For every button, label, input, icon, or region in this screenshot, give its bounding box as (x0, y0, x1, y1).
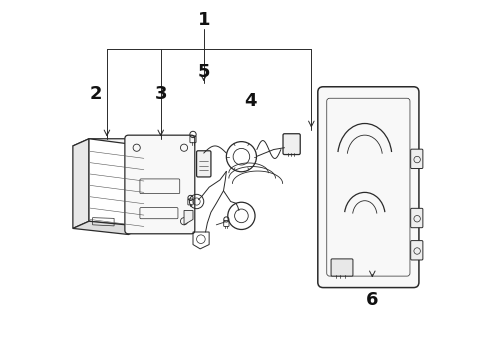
FancyBboxPatch shape (318, 87, 419, 288)
FancyBboxPatch shape (283, 134, 300, 154)
FancyBboxPatch shape (411, 149, 423, 168)
FancyBboxPatch shape (196, 151, 211, 177)
FancyBboxPatch shape (331, 259, 353, 276)
Polygon shape (89, 139, 145, 226)
Text: 5: 5 (197, 63, 210, 81)
FancyBboxPatch shape (411, 208, 423, 228)
Polygon shape (73, 139, 145, 146)
Polygon shape (73, 221, 145, 234)
Text: 1: 1 (197, 12, 210, 30)
Text: 3: 3 (154, 85, 167, 103)
FancyBboxPatch shape (125, 135, 195, 234)
Text: 4: 4 (244, 92, 257, 110)
FancyBboxPatch shape (411, 240, 423, 260)
Text: 6: 6 (366, 291, 379, 309)
Polygon shape (73, 139, 89, 228)
Polygon shape (184, 211, 193, 225)
Text: 2: 2 (90, 85, 102, 103)
